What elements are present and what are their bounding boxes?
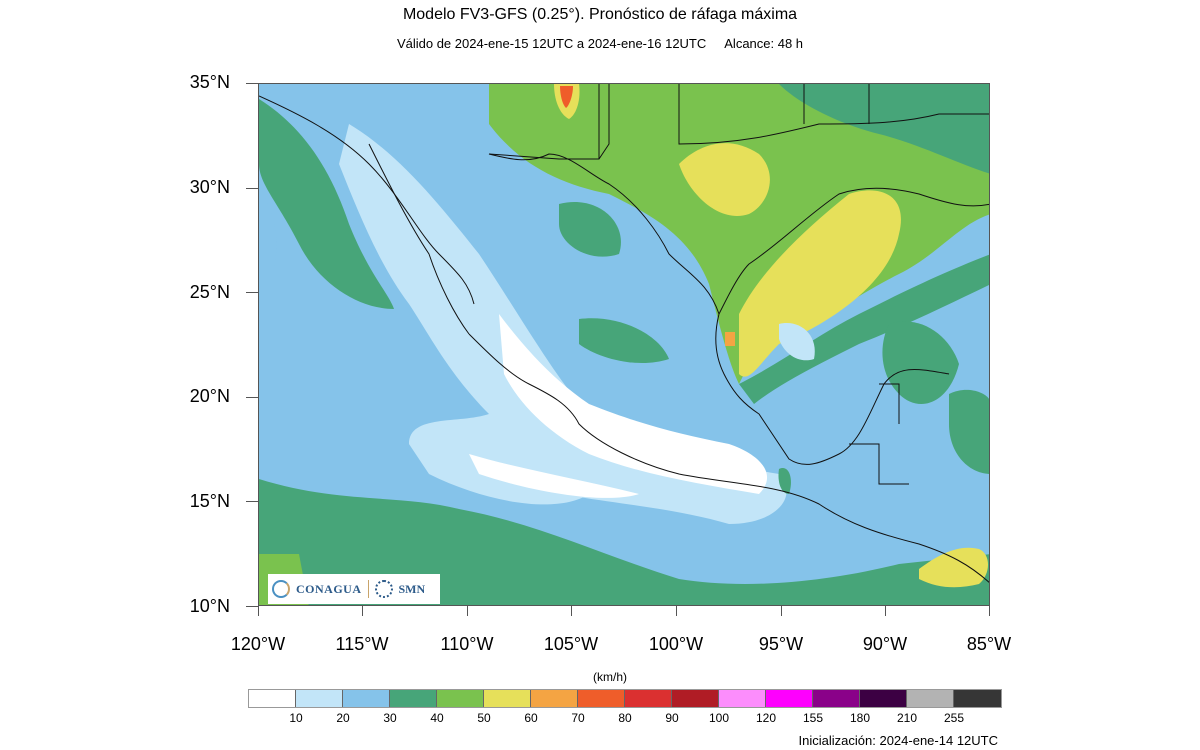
colorbar-label: 100	[708, 711, 730, 725]
conagua-logo-icon	[272, 580, 290, 598]
colorbar-swatch	[907, 690, 954, 707]
logo-banner: CONAGUA SMN	[268, 574, 440, 604]
colorbar-swatch	[860, 690, 907, 707]
colorbar-label: 80	[618, 711, 632, 725]
colorbar-swatch	[954, 690, 1001, 707]
lat-label-15: 15°N	[189, 491, 230, 511]
lat-label-10: 10°N	[189, 596, 230, 616]
conagua-label: CONAGUA	[296, 581, 362, 596]
lon-label-95w: 95°W	[758, 634, 804, 654]
lon-label-120w: 120°W	[230, 634, 286, 654]
colorbar-swatch	[813, 690, 860, 707]
colorbar-label: 30	[383, 711, 397, 725]
lat-tick	[246, 188, 258, 189]
lon-tick	[362, 606, 363, 616]
colorbar-swatch	[249, 690, 296, 707]
chart-title: Modelo FV3-GFS (0.25°). Pronóstico de rá…	[402, 6, 798, 23]
colorbar-label: 40	[430, 711, 444, 725]
colorbar-swatch	[437, 690, 484, 707]
colorbar-unit: (km/h)	[593, 670, 627, 684]
logo-divider	[367, 580, 369, 598]
colorbar-label: 20	[336, 711, 350, 725]
lon-tick	[467, 606, 468, 616]
colorbar-label: 70	[571, 711, 585, 725]
colorbar-label: 210	[896, 711, 918, 725]
lat-tick	[246, 606, 258, 607]
colorbar-label: 255	[943, 711, 965, 725]
forecast-map	[258, 83, 990, 606]
colorbar-swatch	[766, 690, 813, 707]
smn-label: SMN	[398, 581, 426, 596]
colorbar-swatch	[672, 690, 719, 707]
colorbar-swatch	[625, 690, 672, 707]
lat-tick	[246, 397, 258, 398]
lon-tick	[258, 606, 259, 616]
colorbar-label: 10	[289, 711, 303, 725]
lon-tick	[571, 606, 572, 616]
lat-label-25: 25°N	[189, 282, 230, 302]
colorbar-swatch	[296, 690, 343, 707]
lon-label-100w: 100°W	[648, 634, 704, 654]
valid-period: Válido de 2024-ene-15 12UTC a 2024-ene-1…	[396, 36, 707, 51]
lat-label-35: 35°N	[189, 72, 230, 92]
lon-label-110w: 110°W	[440, 634, 494, 654]
lat-label-30: 30°N	[189, 177, 230, 197]
lon-label-90w: 90°W	[862, 634, 908, 654]
initialization-time: Inicialización: 2024-ene-14 12UTC	[798, 733, 998, 748]
colorbar-swatch	[531, 690, 578, 707]
colorbar-swatch	[578, 690, 625, 707]
colorbar-swatch	[484, 690, 531, 707]
lat-tick	[246, 501, 258, 502]
chart-subtitle: Válido de 2024-ene-15 12UTC a 2024-ene-1…	[0, 36, 1200, 51]
lon-tick	[989, 606, 990, 616]
smn-logo-icon	[374, 580, 393, 598]
lon-tick	[676, 606, 677, 616]
lat-label-20: 20°N	[189, 386, 230, 406]
colorbar-label: 50	[477, 711, 491, 725]
colorbar-label: 180	[849, 711, 871, 725]
colorbar	[248, 689, 1002, 708]
forecast-range: Alcance: 48 h	[724, 36, 804, 51]
wind-gust-field	[259, 84, 989, 605]
colorbar-swatch	[343, 690, 390, 707]
colorbar-label: 60	[524, 711, 538, 725]
colorbar-swatch	[719, 690, 766, 707]
lon-label-85w: 85°W	[966, 634, 1012, 654]
lon-tick	[885, 606, 886, 616]
colorbar-label: 155	[802, 711, 824, 725]
lon-label-105w: 105°W	[543, 634, 599, 654]
colorbar-swatch	[390, 690, 437, 707]
lon-label-115w: 115°W	[335, 634, 389, 654]
lat-tick	[246, 292, 258, 293]
lon-tick	[781, 606, 782, 616]
lat-tick	[246, 83, 258, 84]
colorbar-label: 90	[665, 711, 679, 725]
colorbar-label: 120	[755, 711, 777, 725]
